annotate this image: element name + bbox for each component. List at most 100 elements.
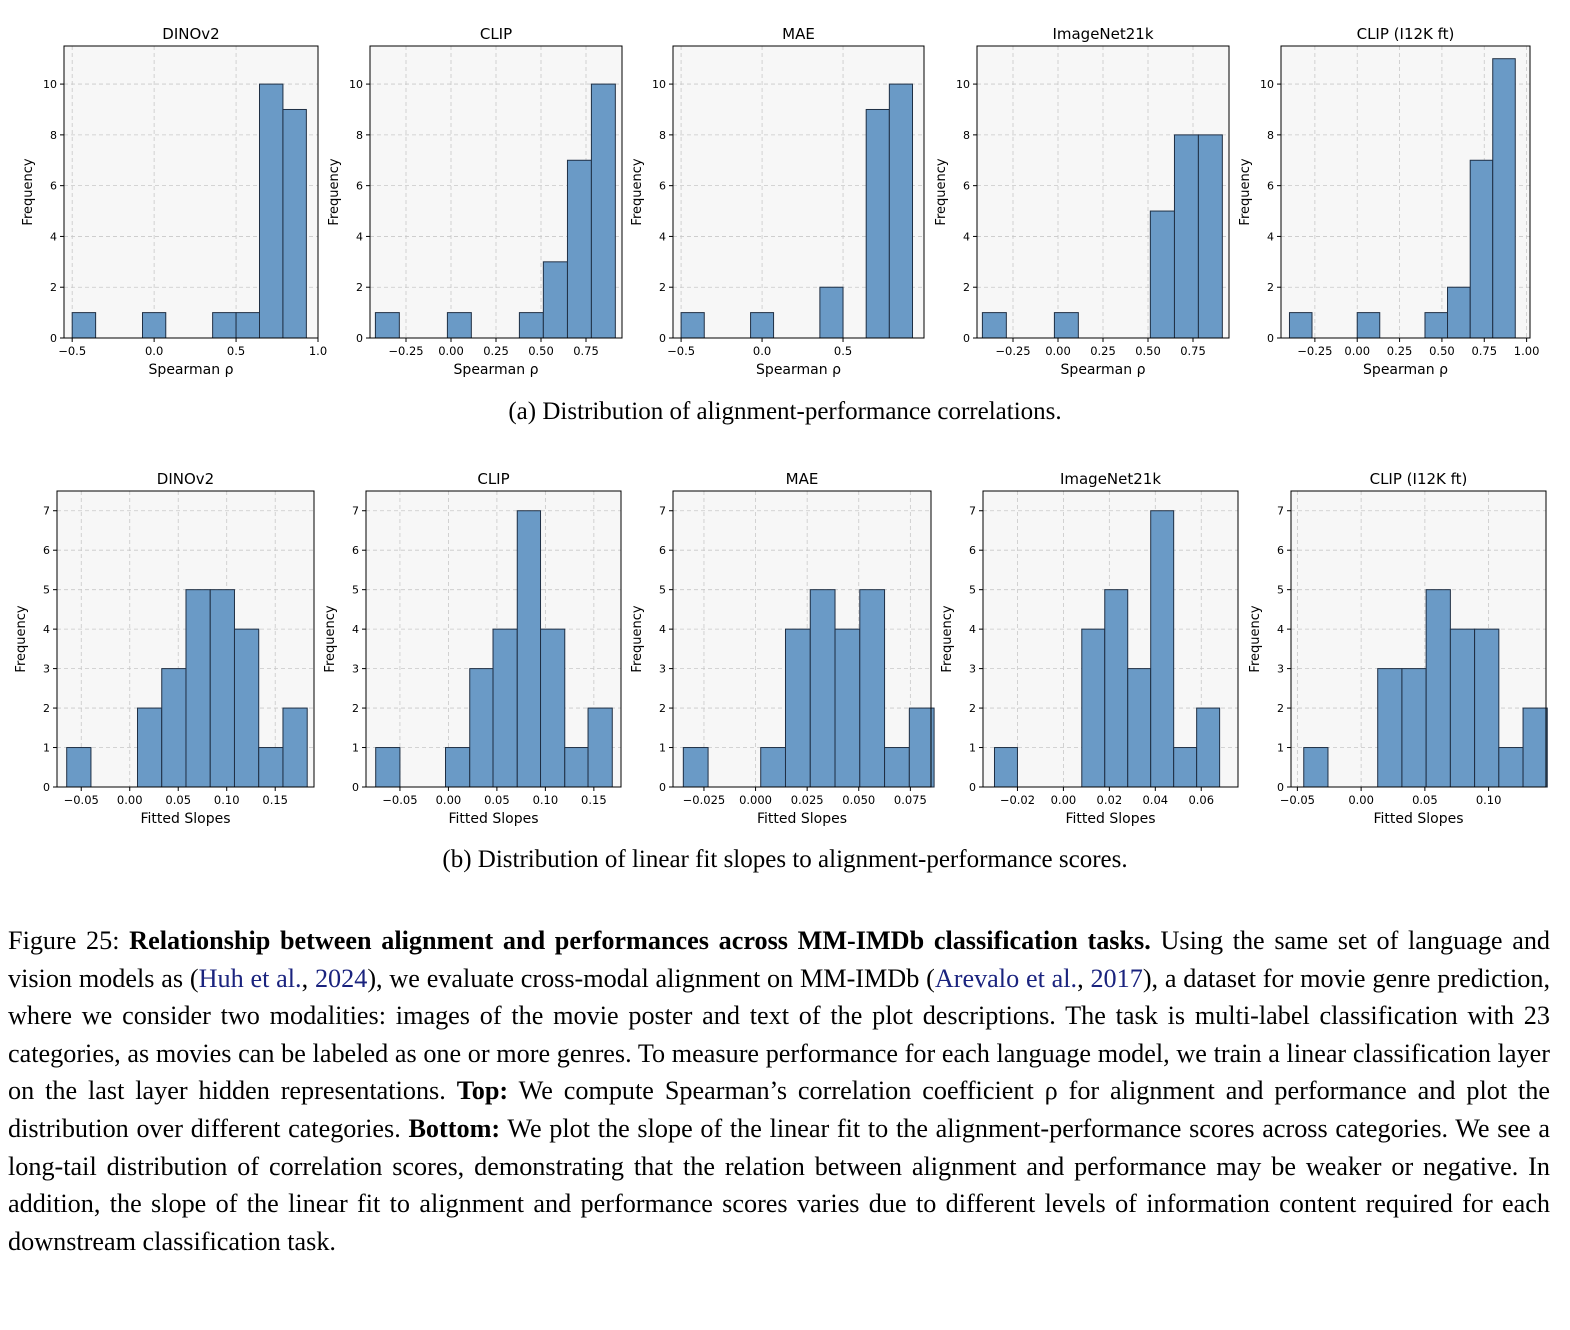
histogram-bar — [212, 312, 237, 339]
y-tick-label: 5 — [43, 584, 50, 597]
x-tick-label: 0.00 — [117, 793, 143, 807]
x-tick-label: 0.025 — [791, 793, 824, 807]
chart-title: CLIP — [477, 470, 509, 488]
chart-panel: 0 1 2 3 4 5 6 7 −0.02 0.00 0.02 0.04 0.06 ImageNet21k… — [940, 470, 1239, 827]
chart-title: CLIP (I12K ft) — [1357, 25, 1455, 43]
chart-panel: 0 1 2 3 4 5 6 7 −0.05 0.00 0.05 0.10 0.15 CLIP Fitted … — [323, 470, 622, 827]
y-tick-label: 3 — [1277, 663, 1284, 676]
y-tick-label: 1 — [659, 742, 666, 755]
x-tick-label: 0.06 — [1188, 793, 1214, 807]
x-tick-label: 0.00 — [436, 793, 462, 807]
caption-text-4: We compute Spearman’s correlation coeffi… — [8, 1076, 1550, 1143]
y-tick-label: 4 — [969, 623, 976, 636]
y-tick-label: 2 — [1267, 281, 1274, 294]
subcaption-b: (b) Distribution of linear fit slopes to… — [442, 846, 1128, 873]
x-tick-label: −0.25 — [388, 344, 423, 358]
histogram-bar — [1173, 134, 1199, 339]
chart-panel: 0 2 4 6 8 10 −0.25 0.00 0.25 0.50 0.75 CLIP Spearman… — [327, 25, 623, 378]
x-axis-label: Fitted Slopes — [1374, 811, 1464, 827]
y-tick-label: 1 — [1277, 742, 1284, 755]
histogram-bar — [819, 286, 844, 339]
histogram-bar — [1173, 747, 1198, 788]
y-tick-label: 5 — [969, 584, 976, 597]
y-tick-label: 8 — [356, 129, 363, 142]
histogram-bar — [680, 312, 705, 339]
y-tick-label: 2 — [43, 702, 50, 715]
histogram-bar — [1449, 628, 1476, 788]
y-tick-label: 5 — [659, 584, 666, 597]
histogram-bar — [185, 589, 211, 788]
histogram-bar — [1474, 628, 1500, 788]
histogram-bar — [1498, 747, 1524, 788]
caption-text-2: ), we evaluate cross-modal alignment on … — [367, 963, 935, 993]
histogram-bar — [1425, 589, 1451, 788]
histogram-bar — [209, 589, 235, 788]
y-tick-label: 10 — [956, 78, 970, 91]
x-tick-label: 0.25 — [1090, 344, 1116, 358]
histogram-bar — [235, 312, 260, 339]
y-tick-label: 5 — [1277, 584, 1284, 597]
x-tick-label: 0.000 — [739, 793, 772, 807]
x-axis-label: Fitted Slopes — [757, 811, 847, 827]
y-axis-label: Frequency — [1248, 605, 1263, 672]
x-axis-label: Spearman ρ — [149, 362, 234, 378]
y-tick-label: 6 — [356, 180, 363, 193]
x-tick-label: 0.10 — [1476, 793, 1502, 807]
axes-frame — [63, 45, 319, 339]
histogram-bar — [161, 668, 187, 788]
axes-frame — [672, 45, 925, 339]
citation-separator: , — [301, 963, 315, 993]
chart-title: DINOv2 — [157, 470, 214, 488]
histogram-bar — [542, 261, 568, 339]
histogram-bar — [1522, 707, 1548, 788]
x-tick-label: 0.00 — [1344, 344, 1370, 358]
x-tick-label: 0.5 — [834, 344, 852, 358]
histogram-bar — [518, 312, 544, 339]
bottom-label: Bottom: — [408, 1113, 501, 1143]
histogram-bar — [859, 589, 886, 788]
y-tick-label: 2 — [659, 702, 666, 715]
histogram-bar — [1447, 286, 1471, 339]
x-tick-label: 1.0 — [309, 344, 327, 358]
y-tick-label: 10 — [652, 78, 666, 91]
x-axis-label: Spearman ρ — [454, 362, 539, 378]
x-tick-label: 0.10 — [533, 793, 559, 807]
x-tick-label: 0.02 — [1097, 793, 1123, 807]
y-tick-label: 10 — [349, 78, 363, 91]
histogram-bar — [993, 747, 1018, 788]
y-tick-label: 6 — [1277, 544, 1284, 557]
citation-arevalo-year[interactable]: 2017 — [1090, 963, 1143, 993]
caption-text-3: ), a dataset for movie genre prediction,… — [8, 963, 1551, 1106]
chart-panel: 0 2 4 6 8 10 −0.25 0.00 0.25 0.50 0.75 1.00 CLIP (I1… — [1238, 25, 1539, 378]
chart-title: CLIP — [480, 25, 512, 43]
histogram-bar — [566, 159, 592, 339]
x-tick-label: −0.5 — [58, 344, 86, 358]
y-tick-label: 0 — [969, 781, 976, 794]
citation-huh-year[interactable]: 2024 — [314, 963, 368, 993]
citation-separator: , — [1077, 963, 1091, 993]
histogram-bar — [445, 747, 471, 788]
citation-arevalo-author[interactable]: Arevalo et al. — [934, 963, 1078, 993]
chart-panel: 0 1 2 3 4 5 6 7 −0.025 0.000 0.025 0.050 0.075 MAE Fit… — [630, 470, 935, 827]
y-tick-label: 4 — [1277, 623, 1284, 636]
histogram-bar — [750, 312, 775, 339]
y-tick-label: 0 — [1277, 781, 1284, 794]
citation-huh-author[interactable]: Huh et al. — [198, 963, 302, 993]
y-tick-label: 7 — [43, 505, 50, 518]
figure-title: Relationship between alignment and perfo… — [129, 926, 1151, 955]
y-tick-label: 4 — [356, 230, 363, 243]
histogram-bar — [1053, 312, 1079, 339]
y-tick-label: 0 — [50, 332, 57, 345]
x-tick-label: 0.50 — [528, 344, 554, 358]
axes-frame — [365, 490, 622, 788]
histogram-bar — [587, 707, 613, 788]
histogram-bar — [282, 108, 307, 339]
histogram-bar — [71, 312, 97, 339]
histogram-bar — [141, 312, 167, 339]
histogram-bar — [865, 108, 890, 339]
figure-caption: Figure 25: Relationship between alignmen… — [8, 922, 1550, 1260]
histogram-bar — [492, 628, 518, 788]
chart-panel: 0 2 4 6 8 10 −0.25 0.00 0.25 0.50 0.75 ImageNet21k S… — [934, 25, 1230, 378]
histogram-bar — [282, 707, 308, 788]
y-tick-label: 3 — [352, 663, 359, 676]
